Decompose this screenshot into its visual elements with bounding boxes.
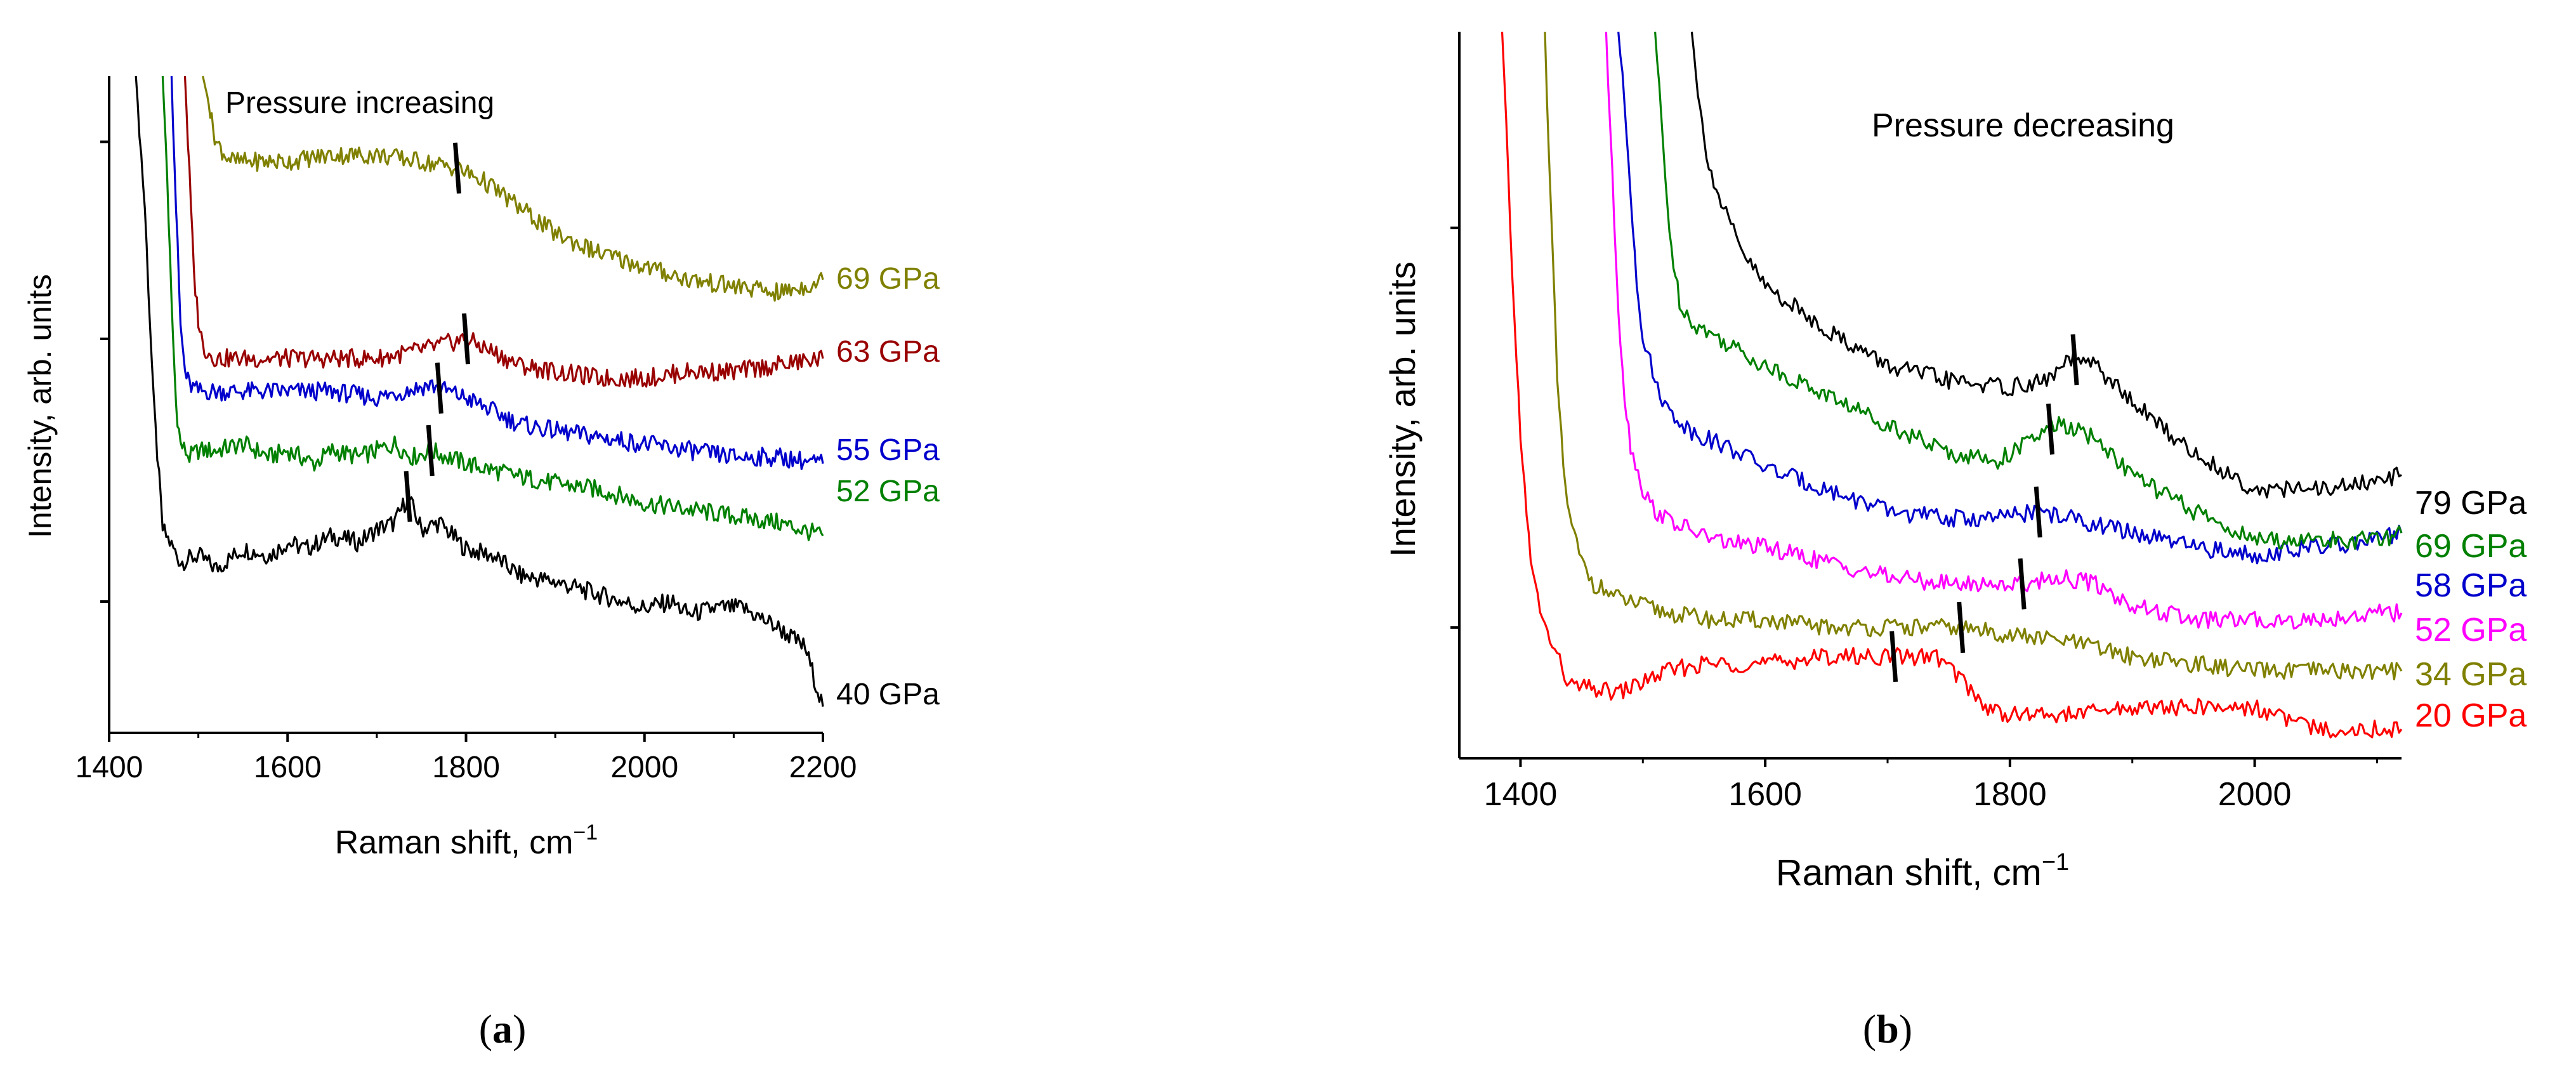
peak-marker-58-gpa [2034,486,2042,538]
panel-a-x-ticks: 1400 1600 1800 2000 2200 [76,733,857,784]
x-tick-label: 2000 [610,751,678,784]
panel-b-x-ticks: 1400 1600 1800 2000 [1484,758,2378,813]
panel-b-series-group [1501,31,2403,739]
panel-a-x-axis-label: Raman shift, cm−1 [335,820,598,861]
series-line-63-gpa [183,76,824,388]
series-label-52-gpa: 52 GPa [2415,612,2527,648]
series-line-52-gpa [1605,31,2403,630]
series-line-34-gpa [1544,31,2403,681]
series-line-20-gpa [1501,31,2403,739]
panel-a-y-axis-label: Intensity, arb. units [22,274,58,538]
peak-marker-55-gpa [435,362,444,414]
peak-marker-34-gpa [1957,602,1966,654]
series-line-58-gpa [1617,31,2403,565]
panel-a-title: Pressure increasing [225,86,494,120]
series-label-69-gpa: 69 GPa [836,262,940,296]
peak-marker-69-gpa [452,142,461,194]
series-label-40-gpa: 40 GPa [836,678,940,711]
series-line-55-gpa [170,76,824,470]
panel-a-caption: (a) [478,1006,527,1051]
series-label-34-gpa: 34 GPa [2415,656,2527,693]
x-tick-label: 1800 [1973,776,2047,813]
series-label-52-gpa: 52 GPa [836,475,940,508]
x-tick-label: 1800 [432,751,500,784]
panel-b-caption: (b) [1862,1006,1913,1051]
series-line-40-gpa [135,76,824,707]
peak-marker-52-gpa [426,425,435,477]
series-label-20-gpa: 20 GPa [2415,697,2527,734]
x-tick-label: 2000 [2218,776,2292,813]
series-label-69-gpa: 69 GPa [2415,528,2527,565]
panel-b-y-ticks [1450,227,1459,629]
panel-a-plot-area [109,76,823,733]
series-label-79-gpa: 79 GPa [2415,485,2527,522]
panel-b-x-axis-label: Raman shift, cm−1 [1776,849,2069,893]
series-line-69-gpa [1654,31,2403,550]
panel-b-y-axis-label: Intensity, arb. units [1383,261,1423,557]
peak-marker-79-gpa [2070,334,2079,386]
peak-marker-52-gpa [2018,558,2027,610]
x-tick-label: 1400 [1484,776,1558,813]
x-tick-label: 1600 [254,751,322,784]
series-line-52-gpa [161,76,824,541]
x-tick-label: 2200 [789,751,857,784]
panel-b-chart: 1400 1600 1800 2000 20 GPa 34 GPa 52 GPa 58 GP… [1383,31,2527,893]
panel-b-peak-markers [1889,334,2079,682]
panel-a-chart: 1400 1600 1800 2000 2200 40 GPa 52 GPa 55 GPa 6… [22,76,940,861]
panel-a-caption-letter: a [492,1006,513,1051]
panel-a-y-ticks [100,140,109,603]
panel-b-plot-area [1459,32,2402,758]
peak-marker-63-gpa [462,313,470,365]
panel-b-caption-letter: b [1876,1006,1899,1051]
series-label-63-gpa: 63 GPa [836,335,940,369]
series-label-58-gpa: 58 GPa [2415,567,2527,604]
peak-marker-40-gpa [404,471,412,522]
panel-a-series-group [135,76,824,707]
peak-marker-69-gpa [2046,404,2054,455]
x-tick-label: 1600 [1728,776,1802,813]
panel-b-axes [1458,32,2402,760]
peak-marker-20-gpa [1889,631,1898,682]
panel-a-peak-markers [404,142,470,522]
panel-b-title: Pressure decreasing [1872,107,2174,144]
panel-a-series-labels: 40 GPa 52 GPa 55 GPa 63 GPa 69 GPa [836,262,940,711]
x-tick-label: 1400 [76,751,143,784]
series-line-69-gpa [202,76,824,302]
series-label-55-gpa: 55 GPa [836,433,940,467]
series-line-79-gpa [1690,31,2402,499]
